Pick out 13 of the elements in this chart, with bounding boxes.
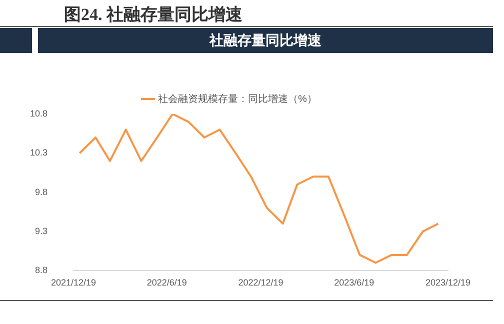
y-tick-label: 8.8: [35, 265, 48, 276]
y-tick-label: 10.8: [30, 108, 48, 118]
x-tick-label: 2022/6/19: [146, 277, 187, 288]
x-tick-label: 2023/12/19: [425, 277, 471, 288]
chart-title: 图24. 社融存量同比增速: [64, 4, 242, 26]
legend-label: 社会融资规模存量：同比增速（%）: [158, 92, 317, 105]
y-tick-label: 10.3: [30, 148, 48, 158]
x-tick-label: 2022/12/19: [238, 277, 284, 288]
chart-subtitle: 社融存量同比增速: [38, 28, 493, 53]
y-tick-label: 9.8: [35, 186, 48, 197]
y-tick-label: 9.3: [35, 226, 48, 236]
x-tick-label: 2023/6/19: [334, 277, 374, 288]
x-tick-label: 2021/12/19: [50, 277, 96, 288]
